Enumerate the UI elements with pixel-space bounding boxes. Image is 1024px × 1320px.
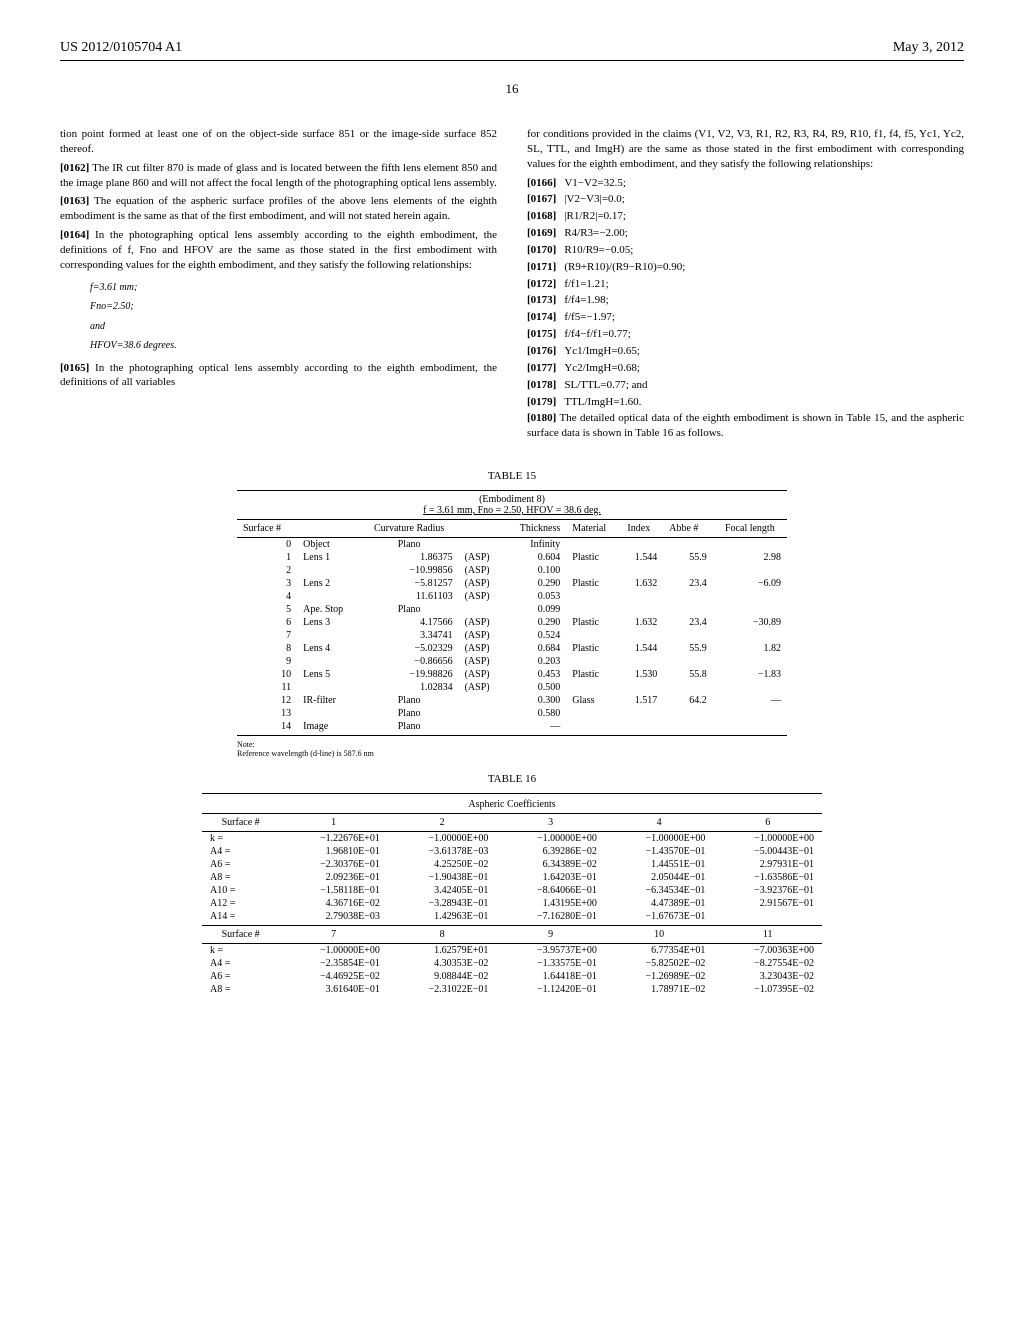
text-columns: tion point formed at least one of on the… bbox=[60, 127, 964, 445]
table-row: 1Lens 11.86375(ASP)0.604Plastic1.54455.9… bbox=[237, 551, 787, 564]
table-row: 2−10.99856(ASP)0.100 bbox=[237, 564, 787, 577]
table-row: A8 =2.09236E−01−1.90438E−011.64203E−012.… bbox=[202, 871, 822, 884]
table-row: 111.02834(ASP)0.500 bbox=[237, 681, 787, 694]
table-row: 9−0.86656(ASP)0.203 bbox=[237, 655, 787, 668]
para-0164: [0164] In the photographing optical lens… bbox=[60, 228, 497, 273]
table-row: 0ObjectPlanoInfinity bbox=[237, 538, 787, 552]
table-row: 13Plano0.580 bbox=[237, 707, 787, 720]
right-column: for conditions provided in the claims (V… bbox=[527, 127, 964, 445]
relationship-line: [0170]R10/R9=−0.05; bbox=[527, 243, 964, 258]
relationship-line: [0166]V1−V2=32.5; bbox=[527, 176, 964, 191]
table-row: A12 =4.36716E−02−3.28943E−011.43195E+004… bbox=[202, 897, 822, 910]
relationship-line: [0175]f/f4−f/f1=0.77; bbox=[527, 327, 964, 342]
page-header: US 2012/0105704 A1 May 3, 2012 bbox=[60, 40, 964, 61]
para-0163: [0163] The equation of the aspheric surf… bbox=[60, 194, 497, 224]
relationship-line: [0171](R9+R10)/(R9−R10)=0.90; bbox=[527, 260, 964, 275]
para-0162: [0162] The IR cut filter 870 is made of … bbox=[60, 161, 497, 191]
table-row: 12IR-filterPlano0.300Glass1.51764.2— bbox=[237, 694, 787, 707]
relationship-line: [0174]f/f5=−1.97; bbox=[527, 310, 964, 325]
table-16: Aspheric Coefficients Surface #12346 k =… bbox=[202, 793, 822, 996]
equation-block: f=3.61 mm; Fno=2.50; and HFOV=38.6 degre… bbox=[90, 281, 497, 353]
para-cont: tion point formed at least one of on the… bbox=[60, 127, 497, 157]
table-row: A4 =−2.35854E−014.30353E−02−1.33575E−01−… bbox=[202, 957, 822, 970]
relationships-list: [0166]V1−V2=32.5;[0167]|V2−V3|=0.0; [0168… bbox=[527, 176, 964, 410]
table-15: (Embodiment 8)f = 3.61 mm, Fno = 2.50, H… bbox=[237, 490, 787, 736]
table-row: A10 =−1.58118E−013.42405E−01−8.64066E−01… bbox=[202, 884, 822, 897]
eq-f: f=3.61 mm; bbox=[90, 281, 497, 295]
table-row: 8Lens 4−5.02329(ASP)0.684Plastic1.54455.… bbox=[237, 642, 787, 655]
table-row: 411.61103(ASP)0.053 bbox=[237, 590, 787, 603]
table-row: A8 =3.61640E−01−2.31022E−01−1.12420E−011… bbox=[202, 983, 822, 996]
table-row: 6Lens 34.17566(ASP)0.290Plastic1.63223.4… bbox=[237, 616, 787, 629]
table-15-note: Note: Reference wavelength (d-line) is 5… bbox=[237, 740, 787, 758]
table-row: 14ImagePlano— bbox=[237, 720, 787, 736]
relationship-line: [0176]Yc1/ImgH=0.65; bbox=[527, 344, 964, 359]
relationship-line: [0173]f/f4=1.98; bbox=[527, 293, 964, 308]
relationship-line: [0169]R4/R3=−2.00; bbox=[527, 226, 964, 241]
table-row: k =−1.00000E+001.62579E+01−3.95737E+006.… bbox=[202, 944, 822, 958]
eq-fno: Fno=2.50; bbox=[90, 300, 497, 314]
para-0180: [0180] The detailed optical data of the … bbox=[527, 411, 964, 441]
table-row: A6 =−2.30376E−014.25250E−026.34389E−021.… bbox=[202, 858, 822, 871]
patent-number: US 2012/0105704 A1 bbox=[60, 40, 182, 56]
table-row: k =−1.22676E+01−1.00000E+00−1.00000E+00−… bbox=[202, 832, 822, 846]
para-0165: [0165] In the photographing optical lens… bbox=[60, 361, 497, 391]
page-number: 16 bbox=[60, 81, 964, 97]
table-row: A14 =2.79038E−031.42963E−01−7.16280E−01−… bbox=[202, 910, 822, 926]
relationship-line: [0168]|R1/R2|=0.17; bbox=[527, 209, 964, 224]
para-cont-right: for conditions provided in the claims (V… bbox=[527, 127, 964, 172]
patent-date: May 3, 2012 bbox=[893, 40, 964, 56]
relationship-line: [0177]Yc2/ImgH=0.68; bbox=[527, 361, 964, 376]
table-row: 10Lens 5−19.98826(ASP)0.453Plastic1.5305… bbox=[237, 668, 787, 681]
table-row: 5Ape. StopPlano0.099 bbox=[237, 603, 787, 616]
table-row: 3Lens 2−5.81257(ASP)0.290Plastic1.63223.… bbox=[237, 577, 787, 590]
relationship-line: [0179]TTL/ImgH=1.60. bbox=[527, 395, 964, 410]
table-16-caption: TABLE 16 bbox=[60, 773, 964, 785]
relationship-line: [0172]f/f1=1.21; bbox=[527, 277, 964, 292]
table-15-caption: TABLE 15 bbox=[60, 470, 964, 482]
table-row: A4 =1.96810E−01−3.61378E−036.39286E−02−1… bbox=[202, 845, 822, 858]
left-column: tion point formed at least one of on the… bbox=[60, 127, 497, 445]
relationship-line: [0167]|V2−V3|=0.0; bbox=[527, 192, 964, 207]
eq-hfov: HFOV=38.6 degrees. bbox=[90, 339, 497, 353]
table-row: 73.34741(ASP)0.524 bbox=[237, 629, 787, 642]
table-15-wrap: TABLE 15 (Embodiment 8)f = 3.61 mm, Fno … bbox=[60, 470, 964, 758]
table-row: A6 =−4.46925E−029.08844E−021.64418E−01−1… bbox=[202, 970, 822, 983]
eq-and: and bbox=[90, 320, 497, 334]
table-16-wrap: TABLE 16 Aspheric Coefficients Surface #… bbox=[60, 773, 964, 996]
relationship-line: [0178]SL/TTL=0.77; and bbox=[527, 378, 964, 393]
